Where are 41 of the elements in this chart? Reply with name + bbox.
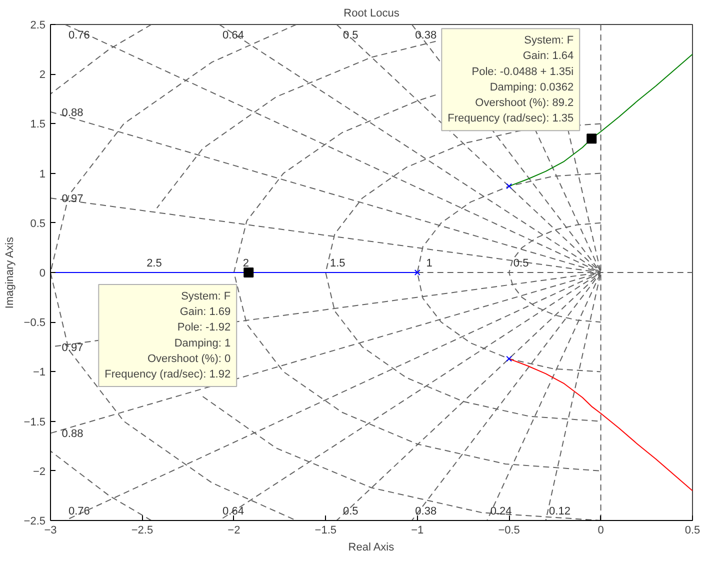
chart-title: Root Locus <box>344 8 400 20</box>
annotation: 0.76 <box>68 506 90 518</box>
annotation: 0.88 <box>62 428 84 440</box>
annotation: 0.12 <box>549 506 570 518</box>
annotation: System: F Gain: 1.69 Pole: -1.92 Damping: 1 Overshoot (%): 0 Frequency (rad/sec): 1.92 <box>104 290 231 380</box>
annotation: System: F Gain: 1.64 Pole: -0.0488 + 1.35i Damping: 0.0362 Overshoot (%): 89.2 Frequency (rad/sec): 1.35 <box>448 34 574 125</box>
y-tick-label: −2 <box>32 466 46 478</box>
x-tick-label: −3 <box>44 524 57 536</box>
x-tick-label: −2 <box>228 524 240 536</box>
y-tick-label: 1.5 <box>30 118 46 131</box>
y-tick-label: 2.5 <box>30 20 46 32</box>
y-axis-title: Imaginary Axis <box>4 236 16 309</box>
annotation: 0.76 <box>68 30 90 42</box>
annotation: 1 <box>426 258 432 270</box>
y-tick-label: −0.5 <box>24 317 46 330</box>
x-tick-label: −2.5 <box>131 524 154 536</box>
annotation: 0.64 <box>222 30 244 42</box>
y-tick-label: 0 <box>39 268 46 280</box>
annotation: 0.97 <box>62 342 84 354</box>
x-axis-title: Real Axis <box>348 542 395 554</box>
y-tick-label: −1 <box>32 366 46 379</box>
y-tick-label: 2 <box>39 69 46 82</box>
annotation: 1.5 <box>330 258 346 270</box>
x-tick-label: −1 <box>411 524 424 536</box>
y-tick-label: 0.5 <box>30 218 46 230</box>
annotation: 0.38 <box>415 30 437 42</box>
annotation: 2.5 <box>146 258 162 270</box>
y-tick-label: 1 <box>39 168 46 180</box>
annotation: 0.5 <box>513 258 529 270</box>
x-tick-label: 0.5 <box>684 524 700 536</box>
annotation: 0.88 <box>62 106 84 119</box>
annotation: 0.5 <box>343 30 358 42</box>
x-tick-label: 0 <box>598 524 604 536</box>
annotation: 0.24 <box>490 506 512 518</box>
annotation: 0.5 <box>343 506 358 518</box>
annotation: 0.64 <box>222 506 244 518</box>
x-tick-label: −0.5 <box>498 524 520 536</box>
x-tick-label: −1.5 <box>314 524 337 536</box>
y-tick-label: −2.5 <box>24 516 46 528</box>
y-tick-label: −1.5 <box>24 416 46 428</box>
annotation: 2 <box>242 258 249 270</box>
